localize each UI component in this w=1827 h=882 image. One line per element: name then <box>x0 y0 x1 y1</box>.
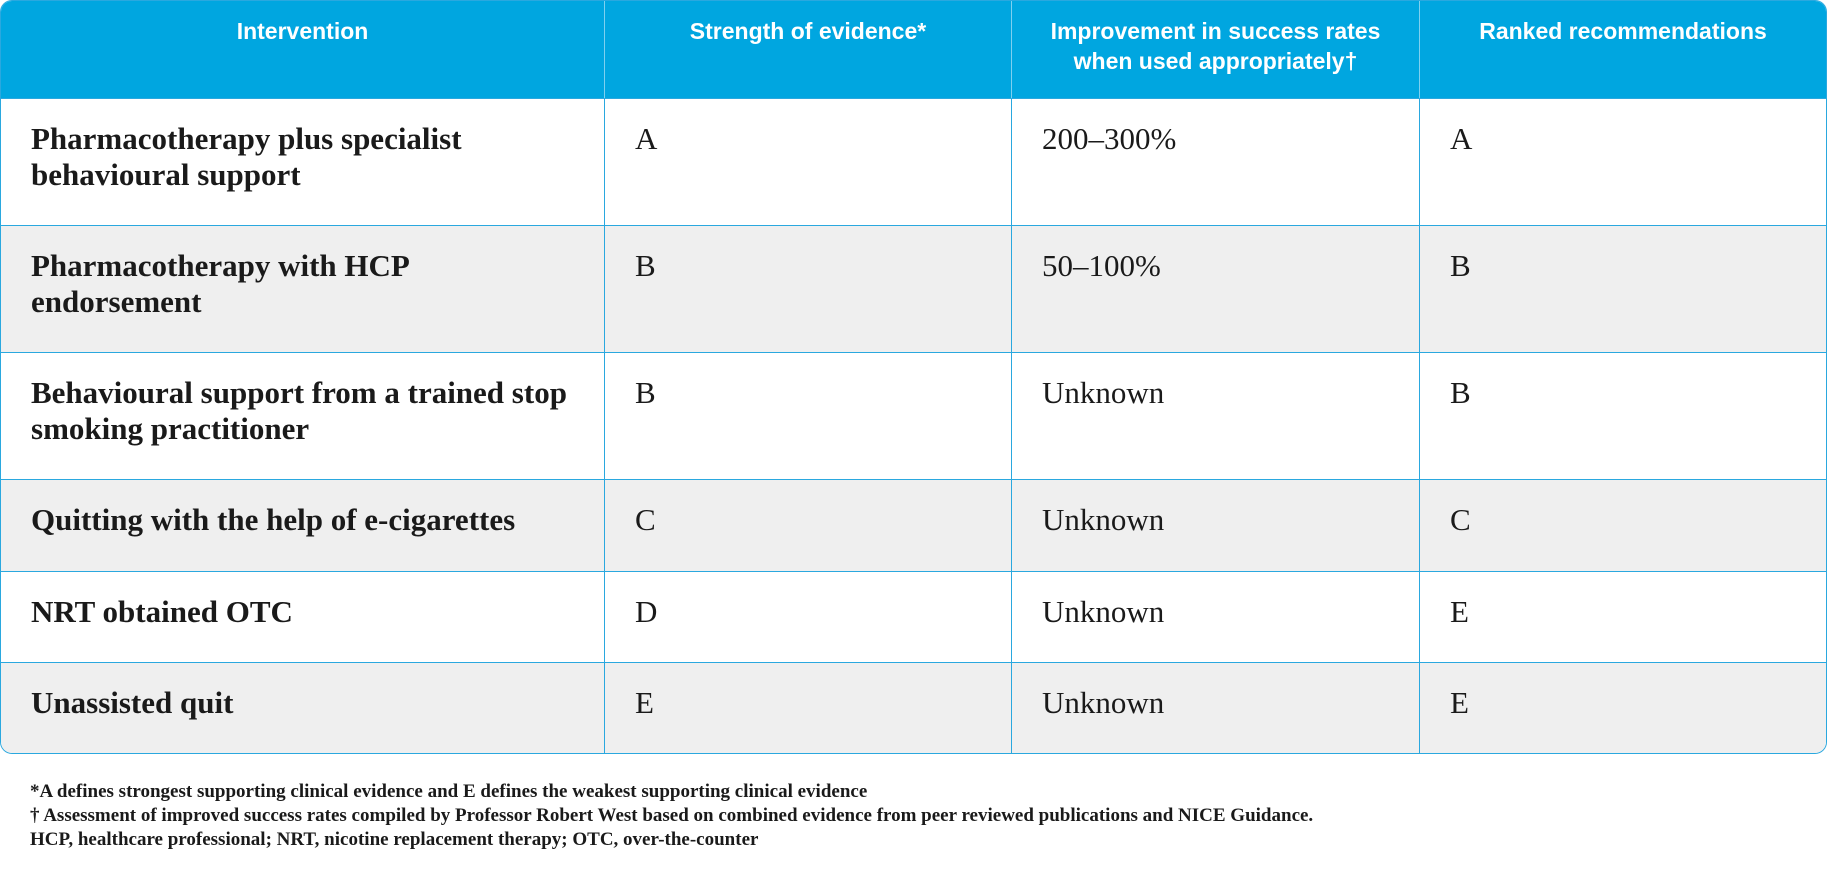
evidence-table: Intervention Strength of evidence* Improve… <box>0 0 1827 754</box>
table-body: Pharmacotherapy plus specialist behaviou… <box>1 98 1826 753</box>
footnote: † Assessment of improved success rates c… <box>30 805 1314 826</box>
intervention-cell: NRT obtained OTC <box>1 571 604 662</box>
table-cell: B <box>1419 225 1826 352</box>
table-cell: 50–100% <box>1011 225 1419 352</box>
column-header: Ranked recommendations <box>1419 1 1826 98</box>
table-cell: Unknown <box>1011 662 1419 753</box>
table-cell: 200–300% <box>1011 98 1419 225</box>
intervention-cell: Pharmacotherapy plus specialist behaviou… <box>1 98 604 225</box>
table-cell: E <box>1419 571 1826 662</box>
table-cell: C <box>604 479 1011 571</box>
table-cell: A <box>604 98 1011 225</box>
intervention-cell: Behavioural support from a trained stop … <box>1 352 604 479</box>
table-row: Pharmacotherapy plus specialist behaviou… <box>1 98 1826 225</box>
table-cell: Unknown <box>1011 479 1419 571</box>
intervention-cell: Unassisted quit <box>1 662 604 753</box>
table-row: Pharmacotherapy with HCP endorsement B 50–… <box>1 225 1826 352</box>
column-header: Intervention <box>1 1 604 98</box>
footnotes: *A defines strongest supporting clinical… <box>30 780 1313 852</box>
column-header: Strength of evidence* <box>604 1 1011 98</box>
table-cell: A <box>1419 98 1826 225</box>
table-row: Behavioural support from a trained stop … <box>1 352 1826 479</box>
header-row: Intervention Strength of evidence* Improve… <box>1 1 1826 98</box>
intervention-cell: Pharmacotherapy with HCP endorsement <box>1 225 604 352</box>
table-cell: E <box>1419 662 1826 753</box>
table-cell: C <box>1419 479 1826 571</box>
table-cell: B <box>604 225 1011 352</box>
table-cell: B <box>1419 352 1826 479</box>
table-row: Quitting with the help of e-cigarettes C U… <box>1 479 1826 571</box>
table-cell: Unknown <box>1011 352 1419 479</box>
column-header: Improvement in success rates when used a… <box>1011 1 1419 98</box>
table-row: Unassisted quit E Unknown E <box>1 662 1826 753</box>
intervention-cell: Quitting with the help of e-cigarettes <box>1 479 604 571</box>
table-cell: E <box>604 662 1011 753</box>
table-cell: B <box>604 352 1011 479</box>
footnote: HCP, healthcare professional; NRT, nicot… <box>30 829 759 850</box>
table-cell: Unknown <box>1011 571 1419 662</box>
footnote: *A defines strongest supporting clinical… <box>30 781 868 802</box>
table-row: NRT obtained OTC D Unknown E <box>1 571 1826 662</box>
table-cell: D <box>604 571 1011 662</box>
